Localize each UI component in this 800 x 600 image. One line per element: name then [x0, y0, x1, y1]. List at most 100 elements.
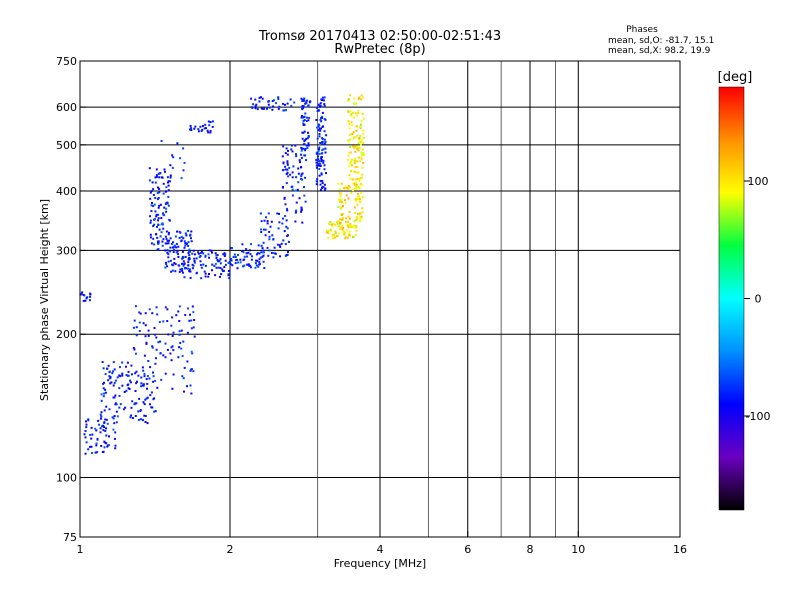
- data-point: [300, 175, 303, 177]
- data-point: [348, 186, 351, 189]
- data-point: [187, 229, 190, 232]
- data-point: [171, 316, 174, 319]
- data-point: [150, 190, 153, 193]
- data-point: [234, 256, 237, 258]
- data-point: [158, 176, 161, 179]
- data-point: [301, 106, 303, 109]
- data-point: [321, 149, 324, 152]
- data-point: [361, 173, 364, 176]
- data-point: [107, 379, 110, 382]
- data-point: [281, 222, 284, 225]
- data-point: [269, 225, 272, 228]
- data-point: [153, 203, 156, 206]
- data-point: [350, 124, 353, 127]
- data-point: [355, 187, 358, 190]
- data-point: [102, 429, 105, 432]
- data-point: [170, 324, 173, 327]
- data-point: [357, 195, 360, 198]
- data-point: [263, 219, 266, 222]
- data-point: [284, 203, 287, 206]
- data-point: [316, 126, 318, 129]
- data-point: [99, 427, 102, 430]
- data-point: [282, 145, 285, 148]
- data-point: [320, 158, 323, 161]
- data-point: [161, 223, 164, 226]
- data-point: [177, 245, 180, 248]
- data-point: [150, 210, 153, 212]
- data-point: [146, 382, 149, 385]
- data-point: [280, 242, 283, 245]
- data-point: [300, 209, 303, 212]
- data-point: [322, 161, 325, 164]
- data-point: [262, 241, 265, 244]
- data-point: [250, 97, 253, 100]
- data-point: [295, 155, 298, 158]
- colorbar-tick-label: -100: [746, 410, 771, 423]
- data-point: [204, 123, 207, 126]
- data-point: [340, 201, 343, 204]
- data-point: [304, 154, 307, 157]
- data-point: [258, 100, 261, 103]
- data-point: [349, 138, 352, 141]
- data-point: [354, 234, 357, 237]
- data-point: [95, 442, 98, 445]
- data-point: [109, 376, 112, 379]
- data-point: [223, 255, 226, 257]
- data-point: [348, 211, 351, 213]
- data-point: [219, 258, 222, 261]
- data-point: [150, 391, 153, 394]
- data-point: [347, 111, 350, 114]
- data-point: [261, 97, 264, 100]
- data-point: [156, 236, 159, 239]
- stats-heading: Phases: [626, 25, 658, 35]
- data-point: [272, 238, 275, 241]
- data-point: [353, 136, 356, 139]
- data-point: [188, 257, 191, 260]
- data-point: [178, 236, 181, 239]
- data-point: [250, 258, 253, 261]
- data-point: [170, 243, 173, 245]
- data-point: [107, 364, 110, 367]
- data-point: [264, 228, 267, 231]
- data-point: [159, 235, 162, 238]
- data-point: [189, 128, 191, 131]
- data-point: [347, 197, 350, 200]
- data-point: [113, 422, 116, 425]
- data-point: [318, 105, 321, 108]
- data-point: [183, 263, 186, 266]
- data-point: [217, 266, 220, 269]
- data-point: [242, 251, 245, 254]
- data-point: [91, 433, 94, 436]
- data-point: [84, 430, 87, 432]
- data-point: [266, 222, 269, 225]
- data-point: [164, 249, 167, 252]
- data-point: [80, 292, 83, 295]
- colorbar-tick-label: 100: [748, 175, 769, 188]
- data-point: [316, 178, 319, 180]
- data-point: [182, 377, 185, 380]
- data-point: [300, 166, 303, 169]
- data-point: [121, 384, 124, 387]
- data-point: [94, 451, 97, 454]
- data-point: [100, 411, 103, 414]
- data-point: [347, 120, 350, 123]
- data-point: [84, 299, 87, 302]
- data-point: [151, 406, 154, 409]
- data-point: [355, 185, 358, 188]
- data-point: [356, 166, 359, 168]
- data-point: [353, 159, 356, 162]
- data-point: [181, 250, 184, 253]
- data-point: [155, 213, 158, 216]
- data-point: [134, 402, 137, 405]
- data-point: [358, 187, 361, 190]
- data-point: [116, 415, 119, 418]
- data-point: [106, 422, 109, 425]
- data-point: [177, 256, 180, 258]
- data-point: [354, 181, 357, 184]
- data-point: [172, 264, 175, 267]
- data-point: [211, 269, 213, 272]
- data-point: [227, 270, 230, 272]
- data-point: [323, 104, 326, 107]
- data-point: [281, 155, 284, 158]
- data-point: [90, 445, 93, 448]
